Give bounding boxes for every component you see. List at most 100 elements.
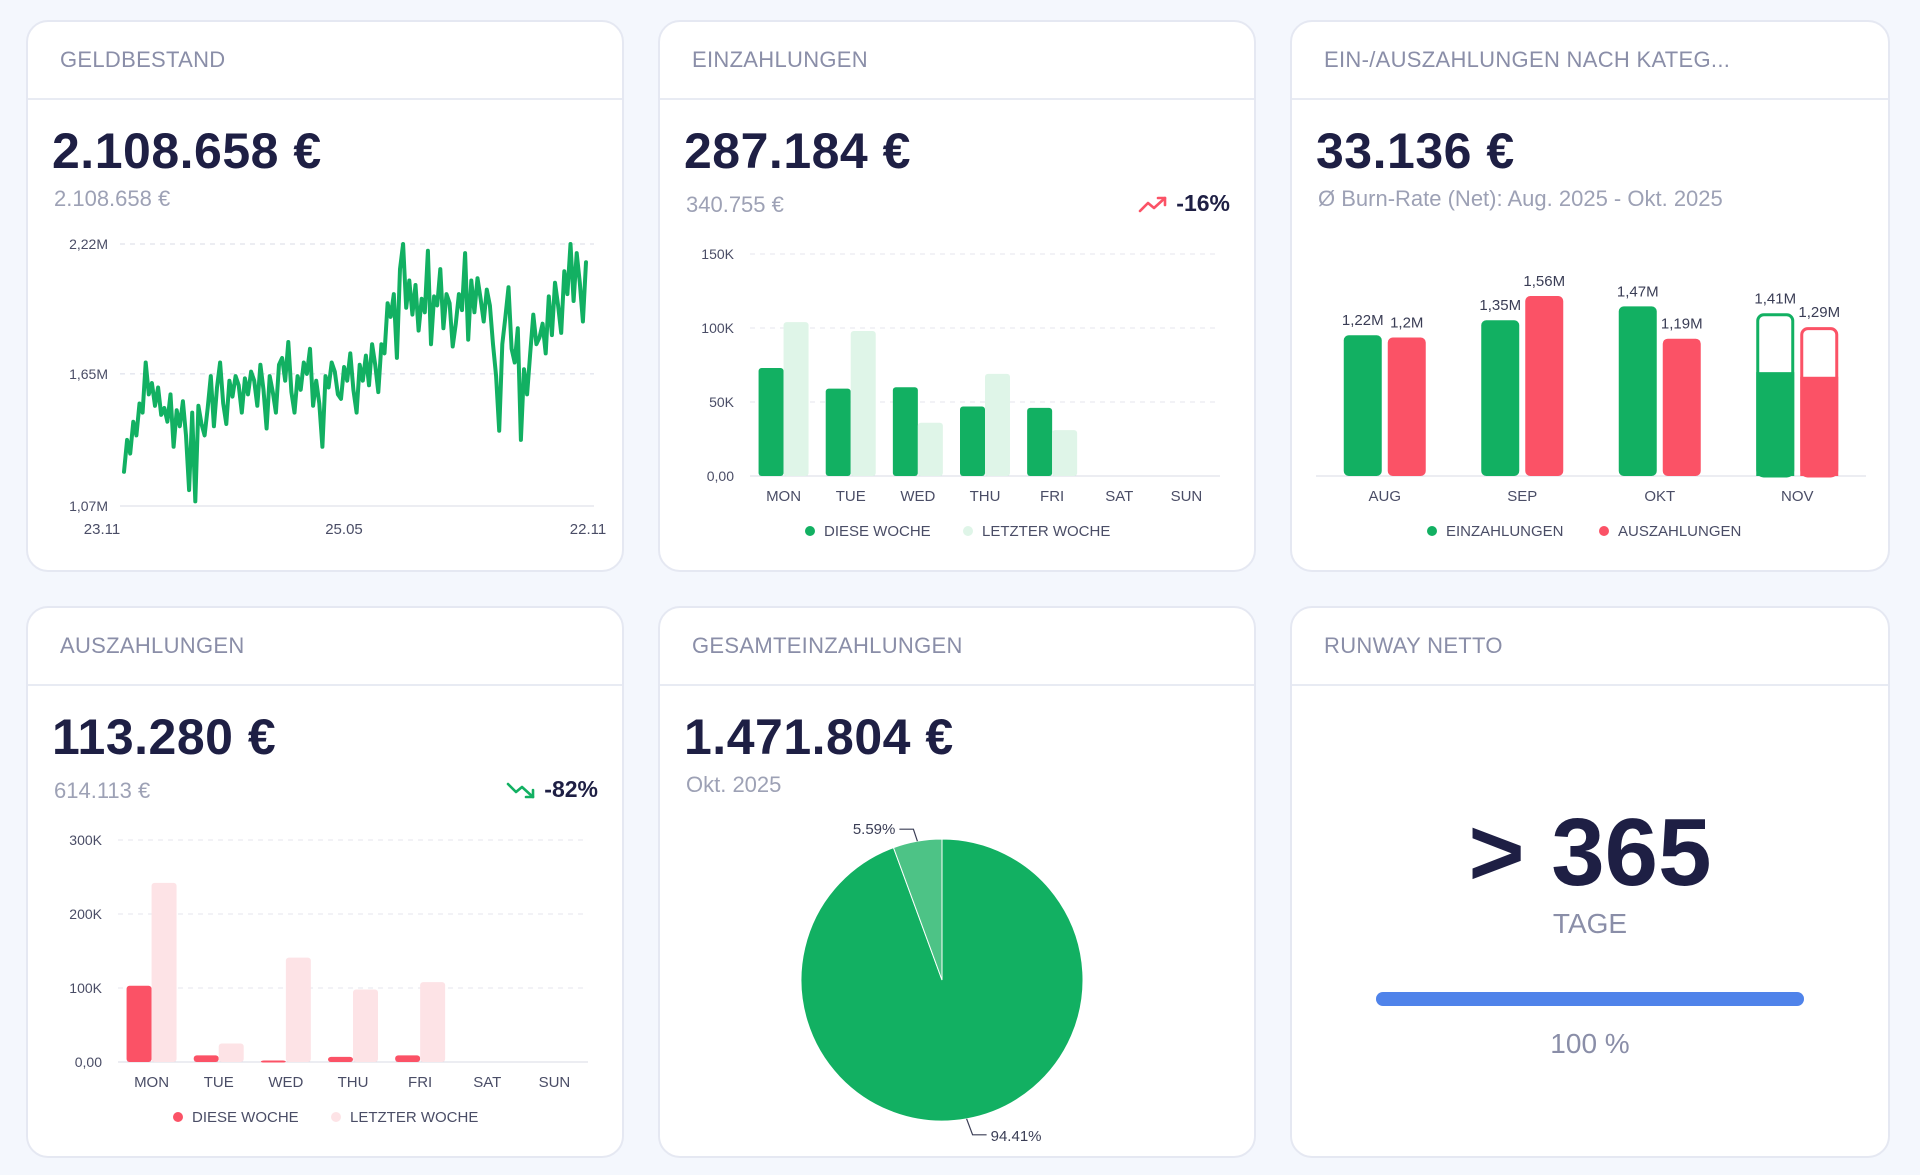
x-tick-label: WED [900,488,935,505]
geldbestand-line-chart[interactable]: 2,22M 1,65M 1,07M 23.11 25.05 22.11 [28,22,624,572]
legend-label[interactable]: AUSZAHLUNGEN [1618,523,1741,540]
y-tick-label: 100K [69,980,102,996]
bar[interactable] [285,957,311,1062]
card-geldbestand: GELDBESTAND 2.108.658 € 2.108.658 € 2,22… [26,20,624,572]
bar[interactable] [892,387,918,476]
y-tick-label: 50K [709,394,735,410]
runway-progress-bar [1376,992,1804,1006]
bar[interactable] [985,373,1010,476]
bar[interactable] [395,1055,421,1062]
runway-unit: TAGE [1552,908,1628,939]
x-tick-label: SAT [473,1074,501,1091]
legend-marker [331,1112,341,1122]
card-title: RUNWAY NETTO [1292,608,1888,686]
bar[interactable] [1756,372,1795,476]
legend-marker [173,1112,183,1122]
gesamteinzahlungen-pie-chart[interactable]: 94.41% 5.59% [660,608,1256,1158]
x-tick-label: 23.11 [84,521,120,538]
x-tick-label: SAT [1105,488,1133,505]
bar[interactable] [353,989,378,1062]
bar[interactable] [328,1056,353,1062]
x-tick-label: SEP [1507,488,1537,505]
trending-up-icon [1138,196,1167,212]
data-label: 1,35M [1479,297,1521,314]
y-tick-label: 300K [69,832,102,848]
main-value: 113.280 € [52,709,277,765]
bar[interactable] [260,1060,286,1063]
legend-label[interactable]: EINZAHLUNGEN [1446,523,1564,540]
trend-value: -82% [544,776,598,802]
bar[interactable] [758,367,784,476]
main-value: 1.471.804 € [684,709,954,765]
runway-progress-label: 100 % [1550,1028,1630,1059]
card-title: GELDBESTAND [28,22,622,100]
card-kategorie: EIN-/AUSZAHLUNGEN NACH KATEG... 33.136 €… [1290,20,1890,572]
auszahlungen-bar-chart[interactable]: 300K 200K 100K 0,00 MON TUE WED THU FRI SAT SUN DIE… [28,608,624,1158]
x-tick-label: THU [338,1074,369,1091]
sub-value: 340.755 € [686,192,784,217]
card-runway: RUNWAY NETTO > 365 TAGE 100 % [1290,606,1890,1158]
y-tick-label: 100K [701,320,734,336]
bar[interactable] [783,322,809,476]
legend-label[interactable]: DIESE WOCHE [824,523,931,540]
bar[interactable] [151,882,177,1062]
x-tick-label: AUG [1368,488,1401,505]
y-tick-label: 1,07M [69,498,108,514]
slice-label: 94.41% [991,1128,1042,1145]
slice-label: 5.59% [853,821,896,838]
main-value: 287.184 € [684,123,911,179]
bar[interactable] [850,330,876,476]
trending-down-icon [506,782,535,798]
legend-label[interactable]: LETZTER WOCHE [350,1109,478,1126]
einzahlungen-bar-chart[interactable]: 150K 100K 50K 0,00 MON TUE WED THU FRI SAT SUN DIES… [660,22,1256,572]
x-tick-label: FRI [408,1074,432,1091]
bar[interactable] [1618,306,1657,476]
x-tick-label: TUE [836,488,866,505]
x-tick-label: THU [970,488,1001,505]
bar[interactable] [420,982,446,1062]
main-value: 33.136 € [1316,123,1515,179]
x-tick-label: OKT [1644,488,1675,505]
data-label: 1,29M [1798,304,1840,321]
y-tick-label: 0,00 [75,1054,102,1070]
legend-marker [963,526,973,536]
bar[interactable] [1387,337,1426,476]
bar[interactable] [1662,338,1701,476]
sub-value: Ø Burn-Rate (Net): Aug. 2025 - Okt. 2025 [1318,186,1723,211]
data-label: 1,2M [1390,315,1423,332]
data-label: 1,22M [1342,312,1384,329]
bar[interactable] [1481,320,1520,476]
card-title: EIN-/AUSZAHLUNGEN NACH KATEG... [1292,22,1888,100]
legend-marker [1599,526,1609,536]
legend-label[interactable]: LETZTER WOCHE [982,523,1110,540]
x-tick-label: SUN [1171,488,1203,505]
bar[interactable] [825,388,851,476]
x-tick-label: MON [766,488,801,505]
legend-marker [805,526,815,536]
runway-value: > 365 [1468,799,1712,906]
runway-progress-fill [1376,992,1804,1006]
bar[interactable] [960,406,985,476]
bar[interactable] [1027,407,1053,476]
bar[interactable] [1343,335,1382,476]
y-tick-label: 2,22M [69,236,108,252]
card-title: AUSZAHLUNGEN [28,608,622,686]
y-tick-label: 1,65M [69,366,108,382]
sub-value: 614.113 € [54,778,151,803]
legend-label[interactable]: DIESE WOCHE [192,1109,299,1126]
series-line[interactable] [122,242,588,504]
card-title: GESAMTEINZAHLUNGEN [660,608,1254,686]
y-tick-label: 150K [701,246,734,262]
x-tick-label: WED [268,1074,303,1091]
bar[interactable] [193,1055,219,1062]
bar[interactable] [1525,296,1564,476]
bar[interactable] [218,1043,244,1063]
bar[interactable] [1052,430,1078,476]
bar[interactable] [917,422,943,476]
card-einzahlungen: EINZAHLUNGEN 287.184 € 340.755 € -16% 15… [658,20,1256,572]
bar[interactable] [126,985,152,1062]
card-gesamteinzahlungen: GESAMTEINZAHLUNGEN 1.471.804 € Okt. 2025… [658,606,1256,1158]
bar[interactable] [1800,376,1839,476]
x-tick-label: SUN [539,1074,571,1091]
